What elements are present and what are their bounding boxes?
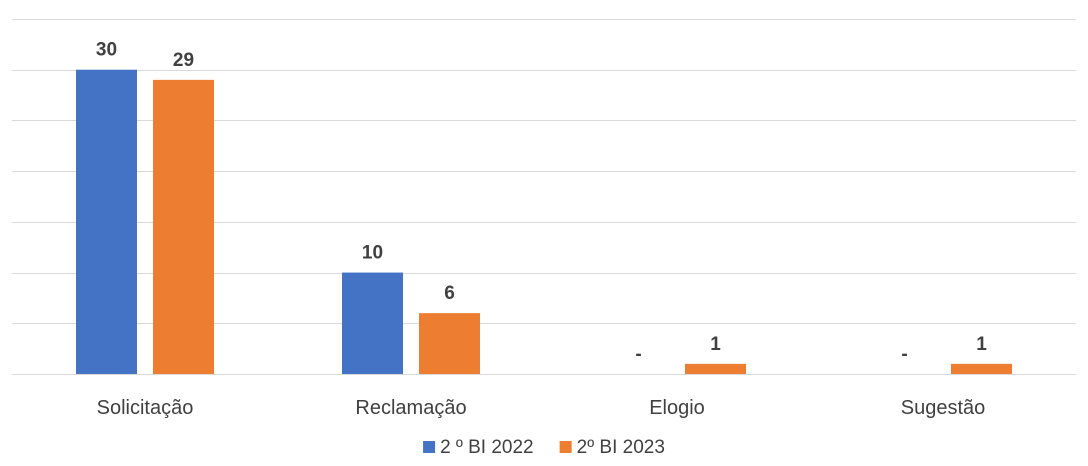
data-labels: 30 29 10 6 - 1 - 1 <box>96 40 987 365</box>
bars <box>76 69 1012 374</box>
category-label: Sugestão <box>901 397 986 419</box>
legend-item: 2º BI 2023 <box>559 437 665 458</box>
bar-series1-reclama-o <box>342 272 403 374</box>
category-label: Solicitação <box>97 397 194 419</box>
data-label: - <box>635 344 641 365</box>
category-labels: Solicitação Reclamação Elogio Sugestão <box>97 397 986 419</box>
legend-label: 2º BI 2023 <box>577 437 665 458</box>
legend-swatch <box>423 441 436 453</box>
data-label: 10 <box>362 243 383 264</box>
bar-series2-elogio <box>685 363 746 374</box>
bar-series2-reclama-o <box>419 313 480 374</box>
data-label: 30 <box>96 40 117 61</box>
legend-item: 2 º BI 2022 <box>423 437 534 458</box>
data-label: - <box>901 344 907 365</box>
data-label: 6 <box>444 283 455 304</box>
data-label: 1 <box>710 334 721 355</box>
bar-series2-solicita-o <box>153 79 214 374</box>
legend-label: 2 º BI 2022 <box>440 437 534 458</box>
data-label: 1 <box>976 334 987 355</box>
bar-series1-solicita-o <box>76 69 137 374</box>
legend: 2 º BI 2022 2º BI 2023 <box>423 437 665 458</box>
category-label: Reclamação <box>355 397 466 419</box>
data-label: 29 <box>173 50 194 71</box>
legend-swatch <box>559 441 572 453</box>
bar-series2-sugest-o <box>951 363 1012 374</box>
category-label: Elogio <box>649 397 705 419</box>
